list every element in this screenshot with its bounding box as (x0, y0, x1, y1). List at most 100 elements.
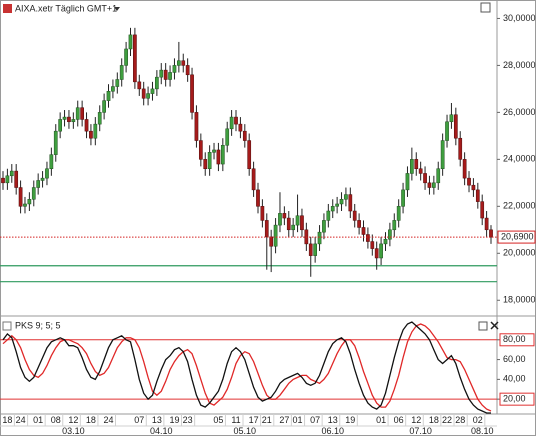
candle-body (475, 189, 480, 202)
y-tick-label: 22,0000 (503, 201, 536, 211)
candle-body (374, 248, 379, 259)
candle-body (71, 119, 76, 123)
x-tick-label: 08 (51, 415, 61, 425)
candle-body (396, 206, 401, 221)
candle-body (383, 238, 388, 245)
x-tick-label: 28 (455, 415, 465, 425)
candle-body (9, 170, 14, 177)
x-tick-label: 24 (16, 415, 26, 425)
candle-body (93, 123, 98, 139)
x-tick-label: 17 (249, 415, 259, 425)
x-tick-label: 21 (262, 415, 272, 425)
x-tick-label: 18 (86, 415, 96, 425)
indicator-close[interactable] (490, 321, 499, 330)
candle-body (212, 149, 216, 153)
indicator-maximize[interactable] (478, 321, 488, 331)
last-price-box (497, 230, 536, 244)
candle-body (137, 81, 142, 90)
candle-body (31, 187, 36, 200)
x-tick-label: 12 (68, 415, 78, 425)
symbol-title[interactable]: AIXA.xetr Täglich GMT+1 (15, 3, 117, 13)
candle-body (23, 203, 27, 207)
candle-body (58, 119, 63, 132)
candle-body (361, 227, 366, 235)
last-price-label: 20,6900 (501, 231, 534, 241)
candle-body (418, 168, 423, 174)
x-tick-label: 13 (328, 415, 338, 425)
y-tick-label: 18,0000 (503, 295, 536, 305)
candle-body (155, 76, 159, 90)
candle-body (260, 206, 265, 221)
y-tick-label: 28,0000 (503, 60, 536, 70)
y-tick-label: 30,0000 (503, 13, 536, 23)
x-tick-label: 07 (134, 415, 144, 425)
candle-body (36, 180, 41, 188)
candle-body (330, 206, 335, 212)
candle-body (445, 121, 449, 141)
x-tick-label: 07 (310, 415, 320, 425)
x-tick-label: 19 (169, 415, 179, 425)
candle-body (115, 79, 120, 87)
x-tick-label: 05 (213, 415, 223, 425)
x-tick-label: 27 (279, 415, 289, 425)
candle-body (322, 220, 326, 233)
indicator-title[interactable]: PKS 9; 5; 5 (15, 320, 61, 330)
candle-body (181, 60, 186, 66)
x-period-label: 05.10 (234, 426, 257, 436)
dropdown-arrow[interactable] (114, 7, 120, 11)
x-period-label: 03.10 (62, 426, 85, 436)
candle-body (229, 116, 234, 130)
y-tick-label: 24,0000 (503, 154, 536, 164)
x-tick-label: 18 (2, 415, 12, 425)
candle-body (53, 130, 58, 155)
candle-body (27, 199, 32, 205)
symbol-icon (3, 4, 12, 13)
candle-body (308, 243, 313, 256)
candle-body (1, 177, 5, 184)
candle-body (133, 34, 137, 83)
candle-body (344, 194, 348, 200)
candle-body (207, 152, 212, 169)
candle-body (159, 69, 164, 78)
y-tick-label: 26,0000 (503, 107, 536, 117)
candle-body (300, 215, 304, 231)
candle-body (480, 201, 485, 219)
candle-body (269, 236, 274, 247)
candle-body (242, 130, 247, 141)
indicator-line (2, 323, 492, 412)
candle-body (185, 65, 190, 76)
candle-body (357, 220, 361, 228)
x-tick-label: 19 (345, 415, 355, 425)
candle-body (313, 243, 317, 256)
candle-body (49, 154, 54, 169)
indicator-line (2, 321, 491, 414)
x-tick-label: 01 (376, 415, 386, 425)
candle-body (128, 34, 133, 50)
candle-body (89, 130, 93, 139)
level-label-box (499, 392, 535, 406)
x-tick-label: 13 (152, 415, 162, 425)
candle-body (163, 69, 168, 80)
candle-body (264, 220, 269, 238)
candle-body (80, 107, 84, 120)
x-period-label: 04.10 (150, 426, 173, 436)
candle-body (150, 88, 155, 94)
candle-body (124, 48, 128, 66)
candle-body (190, 74, 194, 113)
maximize-button[interactable] (480, 2, 491, 13)
x-tick-label: 22 (442, 415, 452, 425)
candle-body (172, 65, 177, 73)
candle-body (484, 217, 489, 231)
candle-body (75, 107, 80, 120)
candle-body (247, 140, 252, 169)
candle-body (220, 145, 225, 165)
y-tick-label: 20,00 (503, 394, 526, 404)
candle-body (168, 72, 172, 80)
candle-body (106, 90, 111, 101)
candle-body (462, 159, 467, 179)
candle-body (414, 159, 419, 169)
x-tick-label: 18 (429, 415, 439, 425)
candle-body (14, 170, 19, 188)
x-tick-label: 11 (231, 415, 240, 425)
